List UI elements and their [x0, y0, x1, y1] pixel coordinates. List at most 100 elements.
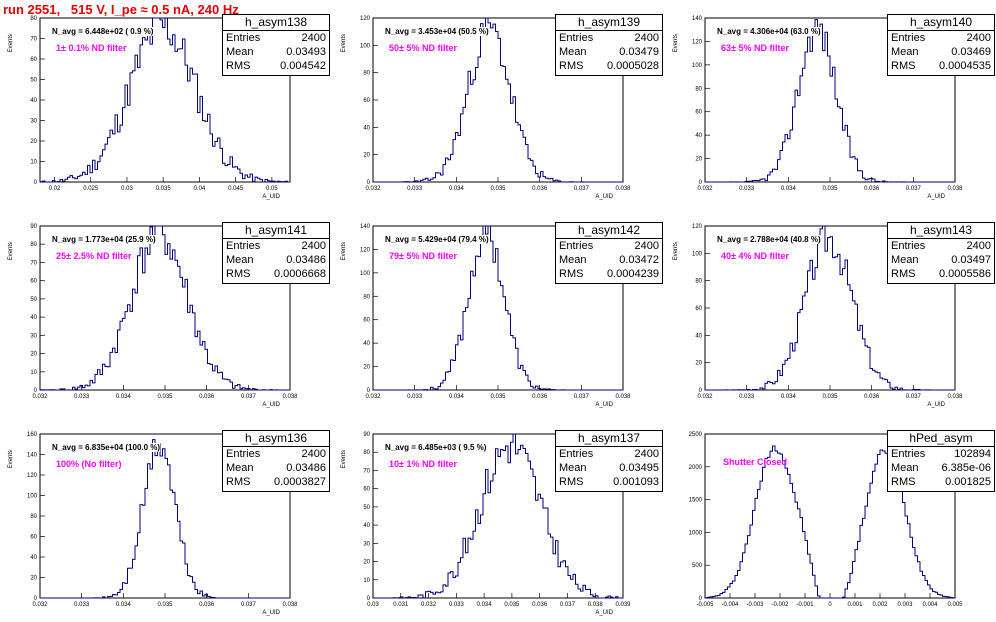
x-tick-label: 0	[828, 602, 832, 608]
histogram-svg: 0.032 0.033 0.034 0.035 0.036 0.037 0.038 0 20 40…	[8, 432, 298, 616]
stats-box: h_asym137 Entries 2400 Mean 0.03495 RMS 0.0010…	[555, 430, 663, 492]
x-tick-label: 0.034	[477, 602, 493, 608]
stats-label: Entries	[559, 32, 594, 44]
x-axis-label: A_UID	[595, 402, 613, 408]
y-tick-label: 0	[699, 388, 703, 394]
histogram-curve	[372, 433, 623, 599]
stats-label: Entries	[891, 448, 926, 460]
histogram-svg: 0.03 0.031 0.032 0.033 0.034 0.035 0.036 0.037 0…	[341, 432, 631, 616]
filter-label: 50± 5% ND filter	[389, 43, 457, 53]
y-tick-label: 40	[30, 98, 37, 104]
stats-label: Mean	[559, 46, 587, 58]
x-tick-label: 0.045	[228, 186, 244, 192]
x-tick-label: 0.038	[282, 394, 298, 400]
stats-value: 0.001825	[945, 476, 991, 488]
stats-value: 2400	[966, 240, 991, 252]
y-axis-label: Events	[341, 34, 347, 52]
x-axis-label: A_UID	[262, 402, 280, 408]
y-axis-label: Events	[8, 450, 14, 468]
stats-label: RMS	[559, 268, 584, 280]
stats-label: Mean	[891, 254, 919, 266]
stats-label: Entries	[559, 240, 594, 252]
x-tick-label: 0.038	[947, 186, 963, 192]
filter-label: 40± 4% ND filter	[721, 251, 789, 261]
x-tick-label: 0.001	[847, 602, 863, 608]
x-tick-label: 0.033	[739, 186, 755, 192]
filter-label: 25± 2.5% ND filter	[56, 251, 132, 261]
y-tick-label: 60	[30, 57, 37, 63]
y-tick-label: 40	[363, 125, 370, 131]
filter-label: 79± 5% ND filter	[389, 251, 457, 261]
y-tick-label: 70	[363, 468, 370, 474]
x-tick-label: 0.032	[365, 394, 381, 400]
x-axis-label: A_UID	[595, 194, 613, 200]
histogram-curve	[373, 17, 624, 183]
y-tick-label: 70	[30, 37, 37, 43]
histogram-panel-h_asym140: 0.032 0.033 0.034 0.035 0.036 0.037 0.038 0 20 40…	[665, 14, 995, 206]
x-tick-label: 0.002	[872, 602, 888, 608]
histogram-svg: 0.032 0.033 0.034 0.035 0.036 0.037 0.038 0 20 40…	[341, 224, 631, 408]
stats-value: 2400	[634, 448, 659, 460]
stats-label: Mean	[559, 462, 587, 474]
y-tick-label: 60	[695, 110, 702, 116]
x-tick-label: 0.038	[615, 186, 631, 192]
navg-label: N_avg = 1.773e+04 (25.9 %)	[52, 235, 156, 244]
y-tick-label: 100	[27, 494, 38, 500]
x-tick-label: 0.037	[906, 394, 922, 400]
x-tick-label: 0.02	[49, 186, 61, 192]
y-tick-label: 40	[695, 333, 702, 339]
stats-value: 0.0005586	[939, 268, 991, 280]
y-tick-label: 100	[692, 63, 703, 69]
histogram-panel-h_asym136: 0.032 0.033 0.034 0.035 0.036 0.037 0.038 0 20 40…	[0, 430, 330, 622]
navg-label: N_avg = 2.788e+04 (40.8 %)	[717, 235, 821, 244]
stats-value: 0.03497	[951, 254, 991, 266]
stats-row-mean: Mean 0.03486	[223, 461, 329, 475]
y-tick-label: 100	[360, 271, 371, 277]
y-tick-label: 10	[30, 160, 37, 166]
stats-value: 2400	[634, 32, 659, 44]
stats-value: 0.03472	[619, 254, 659, 266]
stats-row-mean: Mean 0.03495	[556, 461, 662, 475]
histogram-panel-h_asym141: 0.032 0.033 0.034 0.035 0.036 0.037 0.038 0 10 20…	[0, 222, 330, 414]
x-tick-label: -0.003	[746, 602, 764, 608]
stats-row-entries: Entries 2400	[556, 239, 662, 253]
stats-row-mean: Mean 0.03469	[888, 45, 994, 59]
stats-label: RMS	[891, 60, 916, 72]
stats-label: Mean	[226, 462, 254, 474]
stats-value: 0.03495	[619, 462, 659, 474]
histogram-svg: 0.032 0.033 0.034 0.035 0.036 0.037 0.038 0 10 20…	[8, 224, 298, 408]
stats-value: 2400	[634, 240, 659, 252]
stats-row-mean: Mean 0.03497	[888, 253, 994, 267]
stats-label: Mean	[226, 46, 254, 58]
y-tick-label: 20	[30, 139, 37, 145]
navg-label: N_avg = 6.448e+02 ( 0.9 %)	[52, 27, 154, 36]
stats-value: 0.0005028	[607, 60, 659, 72]
stats-label: Entries	[226, 240, 261, 252]
stats-row-rms: RMS 0.0005028	[556, 59, 662, 73]
stats-value: 0.004542	[280, 60, 326, 72]
x-tick-label: 0.031	[393, 602, 409, 608]
x-tick-label: 0.038	[947, 394, 963, 400]
stats-row-rms: RMS 0.001825	[888, 475, 994, 489]
x-tick-label: 0.033	[74, 602, 90, 608]
x-tick-label: 0.037	[560, 602, 576, 608]
filter-label: 63± 5% ND filter	[721, 43, 789, 53]
y-tick-label: 500	[692, 563, 703, 569]
x-tick-label: 0.033	[449, 602, 465, 608]
filter-label: 1± 0.1% ND filter	[56, 43, 127, 53]
y-tick-label: 40	[30, 315, 37, 321]
histogram-svg: 0.02 0.025 0.03 0.035 0.04 0.045 0.05 0 10 20 30 40…	[8, 16, 291, 200]
y-tick-label: 60	[30, 535, 37, 541]
y-tick-label: 20	[695, 157, 702, 163]
y-tick-label: 0	[34, 180, 38, 186]
x-tick-label: 0.004	[922, 602, 938, 608]
x-tick-label: 0.033	[407, 394, 423, 400]
filter-label: Shutter Closed	[723, 457, 788, 467]
stats-value: 0.03486	[286, 254, 326, 266]
histogram-svg: -0.005 -0.004 -0.003 -0.002 -0.001 0 0.001 0.00…	[689, 432, 964, 608]
y-tick-label: 80	[363, 71, 370, 77]
histogram-svg: 0.032 0.033 0.034 0.035 0.036 0.037 0.038 0 20 40…	[673, 16, 963, 200]
y-tick-label: 80	[363, 450, 370, 456]
y-tick-label: 120	[360, 16, 371, 22]
stats-value: 0.0004239	[607, 268, 659, 280]
